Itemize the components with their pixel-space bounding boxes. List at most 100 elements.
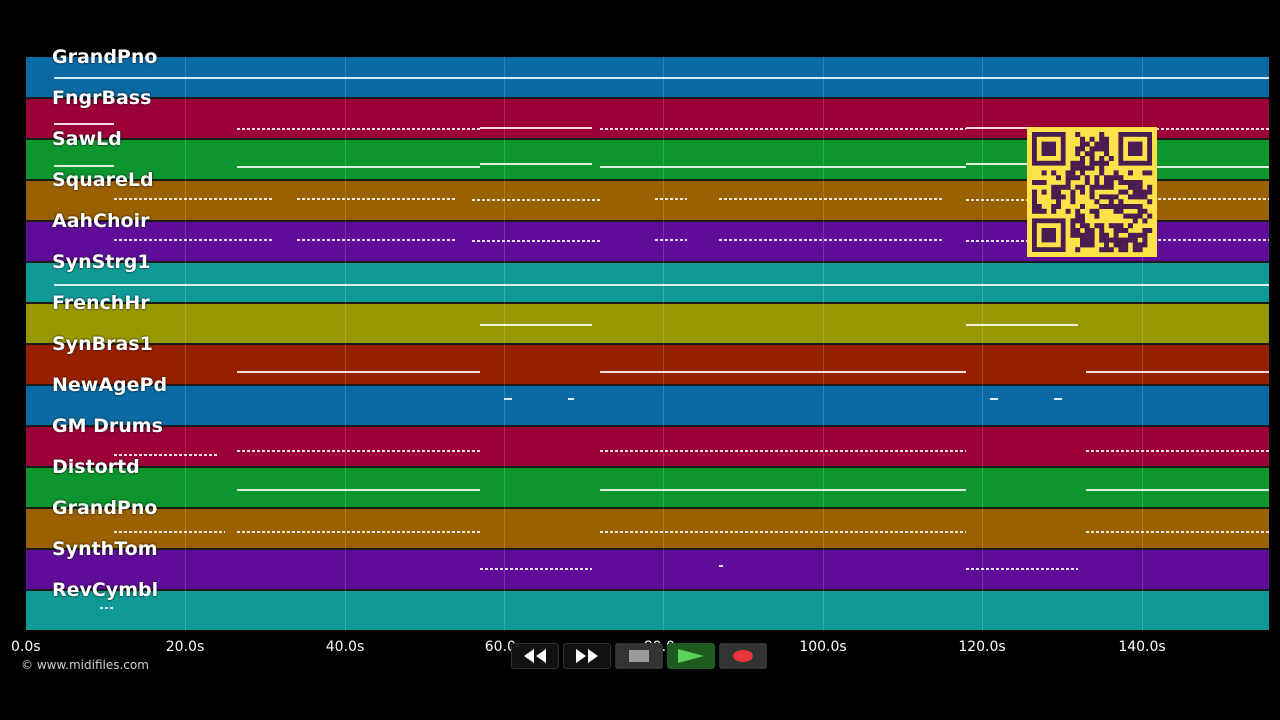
midi-note	[480, 568, 592, 570]
midi-note	[966, 127, 1078, 129]
play-icon	[678, 649, 704, 663]
rewind-button[interactable]	[511, 643, 559, 669]
track-label: SynStrg1	[52, 251, 151, 273]
midi-note	[1053, 398, 1062, 400]
stop-button[interactable]	[615, 643, 663, 669]
copyright-notice: © www.midifiles.com	[21, 658, 149, 672]
track-lane[interactable]	[26, 549, 1269, 589]
midi-note	[480, 127, 592, 129]
track-separator	[26, 302, 1269, 304]
record-button[interactable]	[719, 643, 767, 669]
track-lane[interactable]	[26, 262, 1269, 302]
midi-note	[990, 398, 999, 400]
midi-note	[599, 128, 967, 130]
midi-note	[113, 531, 226, 533]
time-gridline	[1142, 57, 1143, 631]
track-label: Distortd	[52, 456, 140, 478]
midi-note	[655, 198, 688, 200]
track-label: FngrBass	[52, 87, 152, 109]
midi-note	[237, 489, 481, 491]
midi-note	[719, 198, 943, 200]
track-lane[interactable]	[26, 590, 1269, 630]
midi-note	[113, 454, 218, 456]
fast-forward-button[interactable]	[563, 643, 611, 669]
midi-note	[599, 450, 967, 452]
transport-controls	[511, 643, 769, 669]
midi-note	[472, 199, 600, 201]
midi-note	[237, 166, 481, 168]
midi-note	[1085, 450, 1269, 452]
time-gridline	[663, 57, 664, 631]
rewind-icon	[524, 649, 546, 663]
midi-note	[719, 239, 943, 241]
midi-note	[966, 568, 1078, 570]
time-tick-label: 20.0s	[165, 639, 205, 655]
track-lane[interactable]	[26, 508, 1269, 548]
track-label: RevCymbl	[52, 579, 159, 601]
fast-forward-icon	[576, 649, 598, 663]
time-gridline	[823, 57, 824, 631]
stop-icon	[629, 650, 649, 662]
midi-note	[655, 239, 688, 241]
record-icon	[733, 650, 753, 662]
midi-note	[237, 531, 481, 533]
midi-note	[1085, 531, 1269, 533]
track-label: AahChoir	[52, 210, 150, 232]
track-lane[interactable]	[26, 467, 1269, 507]
track-separator	[26, 507, 1269, 509]
midi-note	[504, 398, 513, 400]
track-lane[interactable]	[26, 385, 1269, 425]
midi-note	[966, 199, 1078, 201]
track-label: SynthTom	[52, 538, 158, 560]
track-label: FrenchHr	[52, 292, 150, 314]
midi-note	[1117, 239, 1269, 241]
track-separator	[26, 548, 1269, 550]
midi-note	[1085, 489, 1269, 491]
track-label: NewAgePd	[52, 374, 168, 396]
midi-note	[113, 198, 273, 200]
midi-note	[53, 165, 114, 167]
midi-note	[1085, 128, 1269, 130]
midi-note	[53, 284, 1269, 286]
time-tick-label: 120.0s	[958, 639, 1006, 655]
midi-note	[719, 565, 724, 567]
midi-note	[237, 128, 481, 130]
midi-note	[296, 239, 457, 241]
track-lane[interactable]	[26, 344, 1269, 384]
midi-note	[100, 607, 114, 609]
play-button[interactable]	[667, 643, 715, 669]
time-tick-label: 40.0s	[325, 639, 365, 655]
track-separator	[26, 261, 1269, 263]
midi-note	[1117, 198, 1269, 200]
time-gridline	[504, 57, 505, 631]
midi-note	[53, 77, 1269, 79]
track-separator	[26, 425, 1269, 427]
track-separator	[26, 589, 1269, 591]
midi-note	[237, 371, 481, 373]
time-gridline	[345, 57, 346, 631]
midi-note	[567, 398, 575, 400]
midi-note	[966, 163, 1078, 165]
midi-note	[599, 166, 967, 168]
track-lane[interactable]	[26, 303, 1269, 343]
time-tick-label: 0.0s	[11, 639, 41, 655]
time-tick-label: 100.0s	[799, 639, 847, 655]
track-separator	[26, 220, 1269, 222]
midi-note	[599, 489, 967, 491]
midi-note	[1085, 371, 1269, 373]
time-gridline	[185, 57, 186, 631]
time-tick-label: 140.0s	[1118, 639, 1166, 655]
track-lane[interactable]	[26, 426, 1269, 466]
midi-note	[53, 123, 114, 125]
track-separator	[26, 343, 1269, 345]
midi-note	[296, 198, 457, 200]
track-label: GM Drums	[52, 415, 163, 437]
midi-note	[472, 240, 600, 242]
midi-note	[237, 450, 481, 452]
track-label: SquareLd	[52, 169, 154, 191]
track-separator	[26, 384, 1269, 386]
midi-note	[480, 163, 592, 165]
midi-note	[966, 240, 1078, 242]
time-gridline	[982, 57, 983, 631]
midi-note	[1085, 166, 1269, 168]
